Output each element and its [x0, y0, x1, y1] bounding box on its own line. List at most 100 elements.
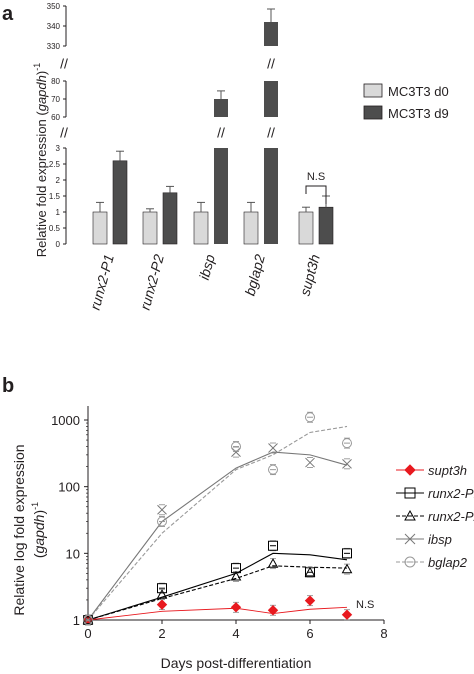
x-tick-label-a-bglap2: bglap2: [242, 252, 268, 297]
legend-a: MC3T3 d0 MC3T3 d9: [363, 83, 449, 121]
bar-mc3t3-d9-ibsp: //: [214, 90, 228, 244]
series-line-ibsp: [87, 451, 348, 621]
y-axis-title-a: Relative fold expression (gapdh)-1: [32, 63, 49, 257]
y-tick-label-a: 350: [47, 2, 61, 11]
point-runx2-P2-4: [230, 570, 242, 582]
x-tick-label-a-runx2-P1: runx2-P1: [87, 253, 117, 312]
y-tick-label-a: 2.5: [49, 160, 61, 169]
series-line-supt3h: [87, 606, 348, 621]
x-tick-label-b: 4: [232, 626, 239, 641]
y-tick-label-a: 3: [56, 144, 61, 153]
bar-mc3t3-d9-runx2-P1: [112, 150, 128, 245]
point-bglap2-7: [342, 437, 352, 449]
point-ibsp-6: [305, 457, 315, 468]
point-runx2-P1-5: [268, 540, 278, 552]
bar-mc3t3-d0-supt3h: [298, 206, 314, 245]
legend-entry-bglap2: bglap2: [396, 555, 468, 570]
y-tick-label-b: 100: [58, 480, 80, 495]
x-tick-label-b: 2: [158, 626, 165, 641]
bar-mc3t3-d0-runx2-P1: [92, 201, 108, 245]
point-bglap2-2: [157, 516, 167, 527]
point-ibsp-2: [157, 504, 167, 516]
point-supt3h-4: [230, 601, 242, 613]
legend-label-d9: MC3T3 d9: [388, 106, 449, 121]
point-ibsp-7: [342, 458, 352, 470]
legend-entry-ibsp: ibsp: [396, 532, 452, 547]
x-axis-title-b: Days post-differentiation: [161, 655, 312, 671]
y-tick-label-a: 2: [56, 176, 61, 185]
y-tick-label-a: 0: [56, 240, 61, 249]
y-ticks-a: 0 0.5 1 1.5 2 2.5 3 60 70 80 330 340 350: [47, 2, 66, 249]
x-tick-label-b: 8: [380, 626, 387, 641]
bars-a: // // //: [92, 8, 334, 245]
y-tick-label-b: 1: [73, 613, 80, 628]
legend-label-d0: MC3T3 d0: [388, 84, 449, 99]
y-tick-label-b: 10: [66, 546, 80, 561]
point-runx2-P2-7: [341, 563, 353, 575]
point-runx2-P2-6: [304, 566, 316, 578]
point-runx2-P1-4: [231, 562, 241, 574]
x-tick-label-a-ibsp: ibsp: [196, 252, 218, 281]
point-bglap2-6: [305, 411, 315, 423]
point-supt3h-6: [304, 595, 316, 607]
point-runx2-P2-2: [156, 589, 168, 601]
annotation-ns-b: N.S: [356, 599, 374, 611]
bar-mc3t3-d0-bglap2: [243, 201, 259, 245]
series-line-bglap2: [87, 425, 348, 621]
series-points-b: [82, 411, 353, 626]
y-tick-label-a: 1: [56, 208, 61, 217]
bar-mc3t3-d9-runx2-P2: [162, 185, 178, 245]
y-tick-label-a: 1.5: [49, 192, 61, 201]
y-tick-label-a: 330: [47, 42, 61, 51]
point-bglap2-0: [83, 614, 93, 626]
point-supt3h-7: [341, 609, 353, 621]
legend-entry-runx2-P2: runx2-P2: [396, 509, 474, 524]
bar-mc3t3-d9-bglap2: // //: [264, 8, 278, 244]
legend-entry-runx2-P1: runx2-P1: [396, 486, 474, 501]
point-bglap2-5: [268, 464, 278, 476]
axes-b: 0 2 4 6 8 1 10 100 1000: [51, 406, 388, 641]
series-lines-b: [87, 425, 348, 621]
annotation-ns-a: N.S: [305, 171, 327, 204]
y-axis-title-b-line1: Relative log fold expression: [11, 444, 27, 615]
point-ibsp-4: [231, 446, 241, 458]
legend-label-runx2-P2: runx2-P2: [428, 509, 474, 524]
bar-break-mark: //: [267, 56, 275, 72]
y-tick-label-a: 60: [51, 113, 60, 122]
legend-label-ibsp: ibsp: [428, 532, 452, 547]
y-tick-label-a: 80: [51, 77, 60, 86]
y-tick-label-a: 70: [51, 95, 60, 104]
axis-break-mark: //: [60, 56, 68, 72]
y-tick-label-a: 0.5: [49, 224, 61, 233]
x-tick-label-a-runx2-P2: runx2-P2: [137, 252, 167, 311]
series-line-runx2-P1: [87, 552, 348, 621]
legend-b: supt3h runx2-P1 runx2-P2 ibsp bglap2: [396, 463, 474, 570]
point-supt3h-5: [267, 604, 279, 616]
legend-label-runx2-P1: runx2-P1: [428, 486, 474, 501]
legend-label-bglap2: bglap2: [428, 555, 468, 570]
line-chart-panel-b: 0 2 4 6 8 1 10 100 1000 Days post-differentiatio…: [11, 406, 474, 671]
y-tick-label-b: 1000: [51, 413, 80, 428]
legend-swatch-d9: [363, 105, 383, 120]
point-ibsp-5: [268, 442, 278, 454]
legend-label-supt3h: supt3h: [428, 463, 467, 478]
point-runx2-P2-5: [267, 558, 279, 570]
bar-mc3t3-d0-runx2-P2: [142, 208, 158, 245]
x-tick-labels-a: runx2-P1 runx2-P2 ibsp bglap2 supt3h: [87, 252, 323, 311]
x-tick-label-b: 0: [84, 626, 91, 641]
point-runx2-P1-2: [157, 582, 167, 594]
bar-break-mark: //: [267, 125, 275, 141]
point-supt3h-2: [156, 599, 168, 611]
y-tick-label-a: 340: [47, 22, 61, 31]
axis-break-mark: //: [60, 125, 68, 141]
point-runx2-P1-7: [342, 547, 352, 559]
svg-text:N.S: N.S: [307, 171, 325, 183]
panel-a-label: a: [2, 3, 14, 25]
x-tick-label-a-supt3h: supt3h: [297, 252, 323, 297]
x-tick-label-b: 6: [306, 626, 313, 641]
panel-b-label: b: [2, 375, 14, 397]
bar-mc3t3-d0-ibsp: [193, 201, 209, 245]
legend-swatch-d0: [363, 83, 383, 98]
